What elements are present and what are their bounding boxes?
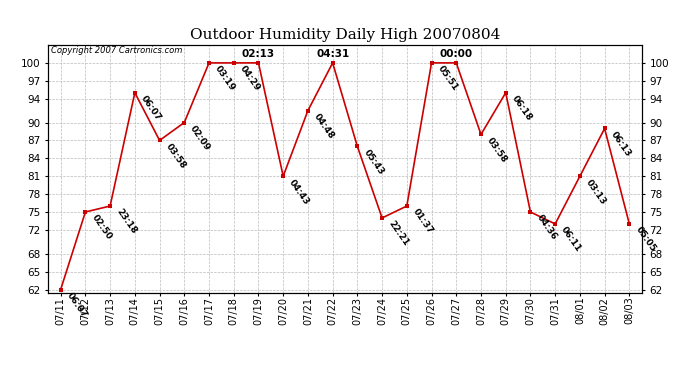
Text: 02:09: 02:09 xyxy=(188,124,212,152)
Text: 05:43: 05:43 xyxy=(362,148,385,176)
Text: 02:13: 02:13 xyxy=(242,49,275,59)
Text: 03:13: 03:13 xyxy=(584,178,608,206)
Text: 06:18: 06:18 xyxy=(510,94,533,123)
Text: 03:58: 03:58 xyxy=(164,142,188,170)
Text: 06:07: 06:07 xyxy=(65,291,88,320)
Text: 04:31: 04:31 xyxy=(316,49,349,59)
Text: 04:48: 04:48 xyxy=(312,112,336,141)
Text: 03:58: 03:58 xyxy=(485,136,509,164)
Title: Outdoor Humidity Daily High 20070804: Outdoor Humidity Daily High 20070804 xyxy=(190,28,500,42)
Text: 00:00: 00:00 xyxy=(440,49,473,59)
Text: 06:11: 06:11 xyxy=(560,225,583,254)
Text: 06:13: 06:13 xyxy=(609,130,633,158)
Text: 22:21: 22:21 xyxy=(386,219,410,248)
Text: 05:05: 05:05 xyxy=(633,225,657,254)
Text: 05:51: 05:51 xyxy=(435,64,460,93)
Text: 04:29: 04:29 xyxy=(238,64,262,93)
Text: 04:43: 04:43 xyxy=(287,178,311,206)
Text: 04:36: 04:36 xyxy=(535,213,558,242)
Text: 02:50: 02:50 xyxy=(90,213,113,242)
Text: Copyright 2007 Cartronics.com: Copyright 2007 Cartronics.com xyxy=(51,46,183,55)
Text: 01:37: 01:37 xyxy=(411,207,435,236)
Text: 03:19: 03:19 xyxy=(213,64,237,93)
Text: 06:07: 06:07 xyxy=(139,94,163,123)
Text: 23:18: 23:18 xyxy=(115,207,138,236)
